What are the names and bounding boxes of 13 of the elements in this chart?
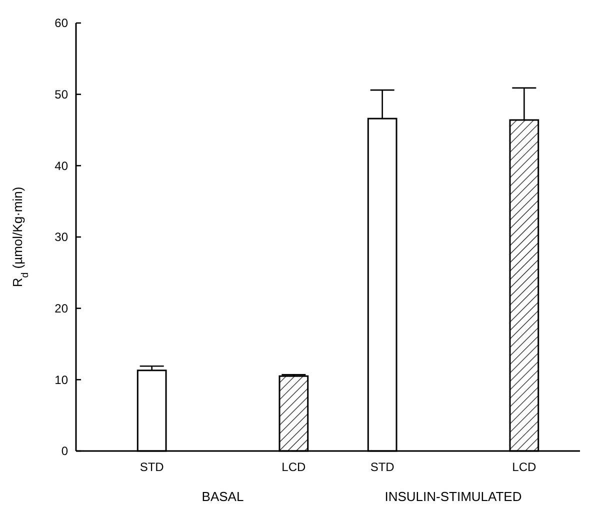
series-label: STD bbox=[140, 460, 164, 474]
text: LCD bbox=[512, 460, 536, 474]
text: STD bbox=[370, 460, 394, 474]
x-tick-label: BASAL bbox=[202, 489, 244, 504]
x-tick-label: INSULIN-STIMULATED bbox=[384, 489, 522, 504]
y-tick-label: 40 bbox=[54, 158, 68, 173]
y-tick-label: 20 bbox=[54, 302, 68, 316]
y-tick-label: 30 bbox=[54, 230, 68, 244]
y-tick-label: 60 bbox=[54, 16, 68, 30]
y-tick-label: 10 bbox=[54, 372, 68, 387]
series-label: LCD bbox=[282, 460, 306, 474]
y-tick-label: 50 bbox=[54, 88, 68, 102]
y-tick-label: 0 bbox=[61, 444, 68, 458]
